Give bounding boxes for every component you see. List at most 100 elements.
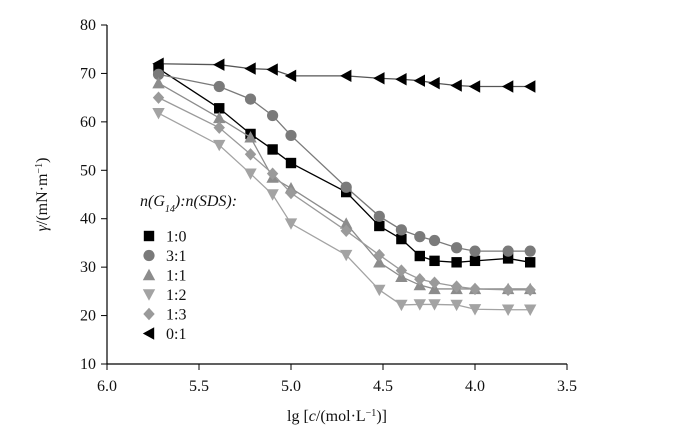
legend-marker bbox=[143, 249, 155, 262]
y-tick-label: 10 bbox=[80, 356, 96, 373]
data-point bbox=[469, 245, 481, 257]
text-part: )] bbox=[376, 408, 387, 425]
data-point bbox=[428, 299, 441, 311]
data-point bbox=[395, 73, 407, 86]
series-line bbox=[158, 112, 531, 311]
data-point bbox=[428, 276, 441, 289]
legend-item: 1:1 bbox=[142, 268, 186, 285]
y-tick-label: 30 bbox=[80, 259, 96, 276]
data-point bbox=[153, 63, 164, 74]
data-point bbox=[152, 76, 165, 89]
data-point bbox=[373, 72, 385, 85]
text-part: (G bbox=[148, 193, 165, 210]
data-point bbox=[152, 68, 165, 80]
legend-marker bbox=[142, 268, 156, 281]
y-tick-label: 70 bbox=[80, 65, 96, 82]
data-point bbox=[267, 144, 278, 155]
legend-label: 1:1 bbox=[166, 268, 186, 285]
x-tick-label: 5.0 bbox=[281, 378, 301, 395]
data-point bbox=[340, 181, 352, 193]
data-point bbox=[340, 217, 353, 229]
text-part: n bbox=[186, 193, 194, 210]
data-point bbox=[451, 257, 462, 268]
data-point bbox=[213, 121, 225, 134]
data-point bbox=[414, 273, 426, 286]
legend-item: 1:3 bbox=[143, 307, 186, 324]
data-point bbox=[213, 58, 225, 71]
data-point bbox=[373, 284, 386, 297]
data-point bbox=[469, 255, 481, 267]
legend-marker bbox=[142, 327, 155, 340]
data-point bbox=[396, 233, 407, 245]
y-axis-title: γ/(mN·m−1) bbox=[34, 158, 52, 232]
data-point bbox=[284, 218, 298, 230]
x-tick-label: 5.5 bbox=[189, 378, 209, 395]
data-point bbox=[501, 304, 515, 316]
data-point bbox=[214, 103, 225, 114]
data-point bbox=[524, 283, 536, 297]
data-point bbox=[340, 69, 352, 83]
y-tick-label: 50 bbox=[80, 162, 96, 179]
legend-item: 0:1 bbox=[142, 326, 186, 343]
data-point bbox=[525, 257, 536, 268]
data-point bbox=[244, 148, 257, 161]
legend: n(G14):n(SDS):1:03:11:11:21:30:1 bbox=[140, 193, 237, 343]
data-point bbox=[413, 74, 425, 87]
x-tick-label: 4.0 bbox=[465, 378, 485, 395]
data-point bbox=[284, 69, 297, 83]
data-point bbox=[373, 248, 386, 262]
data-point bbox=[244, 62, 256, 75]
y-tick-label: 20 bbox=[80, 308, 96, 325]
series-1-2 bbox=[152, 107, 537, 316]
data-point bbox=[285, 129, 297, 142]
x-tick-label: 4.5 bbox=[373, 378, 393, 395]
data-point bbox=[524, 245, 536, 257]
data-point bbox=[501, 80, 514, 93]
data-point bbox=[468, 304, 482, 316]
legend-marker bbox=[142, 289, 156, 301]
data-point bbox=[266, 167, 279, 180]
data-point bbox=[267, 109, 279, 122]
data-point bbox=[414, 250, 425, 262]
data-point bbox=[469, 282, 481, 296]
text-part: ): bbox=[174, 193, 186, 210]
data-point bbox=[244, 93, 257, 105]
legend-item: 1:2 bbox=[142, 287, 186, 304]
data-point bbox=[451, 242, 463, 254]
data-point bbox=[395, 224, 407, 236]
data-point bbox=[340, 249, 353, 262]
data-point bbox=[373, 210, 385, 222]
legend-item: 1:0 bbox=[143, 229, 186, 246]
legend-label: 1:0 bbox=[166, 229, 186, 246]
legend-marker bbox=[143, 307, 155, 321]
text-part: c bbox=[309, 408, 316, 425]
legend-label: 1:3 bbox=[166, 307, 186, 324]
data-point bbox=[502, 245, 514, 257]
data-point bbox=[213, 111, 226, 124]
legend-item: 3:1 bbox=[143, 248, 186, 265]
data-point bbox=[244, 131, 257, 143]
legend-label: 1:2 bbox=[166, 287, 186, 304]
data-point bbox=[468, 80, 481, 93]
data-point bbox=[395, 299, 408, 312]
data-point bbox=[244, 168, 257, 180]
data-point bbox=[285, 157, 297, 169]
legend-label: 3:1 bbox=[166, 248, 186, 265]
data-point bbox=[266, 189, 279, 201]
data-point bbox=[285, 186, 297, 200]
text-part: −1 bbox=[34, 163, 45, 174]
data-point bbox=[340, 224, 352, 238]
text-part: (SDS): bbox=[194, 193, 238, 210]
x-tick-label: 3.5 bbox=[557, 378, 577, 395]
x-tick-label: 6.0 bbox=[97, 378, 117, 395]
text-part: lg [ bbox=[287, 408, 309, 425]
y-tick-label: 60 bbox=[80, 114, 96, 131]
legend-label: 0:1 bbox=[166, 326, 186, 343]
data-point bbox=[428, 76, 440, 90]
data-point bbox=[374, 220, 385, 232]
data-point bbox=[502, 253, 514, 264]
text-part: γ bbox=[34, 224, 51, 231]
data-point bbox=[395, 264, 408, 277]
data-point bbox=[152, 91, 165, 104]
data-point bbox=[152, 57, 164, 70]
